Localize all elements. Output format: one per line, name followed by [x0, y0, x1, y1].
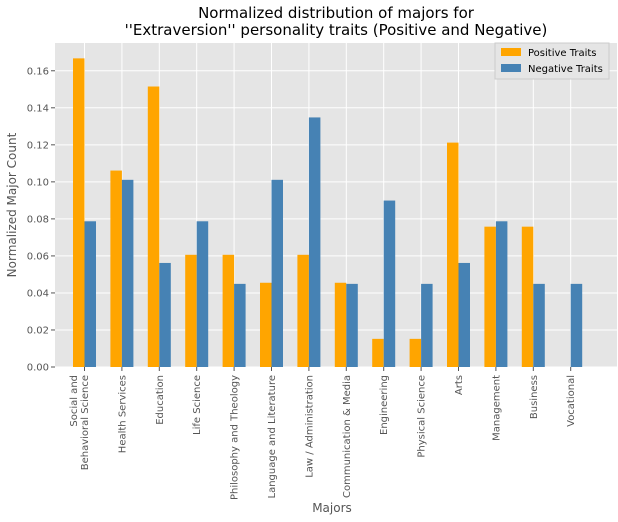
bar-negative — [346, 283, 358, 367]
chart-title-line-1: Normalized distribution of majors for — [198, 4, 475, 22]
bar-positive — [185, 254, 197, 367]
x-tick-label: Language and Literature — [267, 375, 278, 499]
bar-negative — [308, 117, 321, 367]
bar-positive — [260, 282, 272, 367]
bar-positive — [521, 226, 534, 367]
bar-negative — [196, 221, 209, 367]
bar-negative — [458, 262, 470, 367]
bar-negative — [421, 283, 433, 367]
x-tick-label: Physical Science — [417, 375, 428, 458]
bar-negative — [383, 200, 396, 367]
legend-label-negative: Negative Traits — [528, 64, 603, 75]
bar-positive — [334, 282, 347, 367]
bar-negative — [121, 179, 134, 367]
x-tick-label: Engineering — [379, 375, 390, 435]
bar-positive — [222, 254, 235, 367]
bar-positive — [147, 86, 160, 367]
y-tick-label: 0.12 — [27, 140, 49, 151]
y-tick-label: 0.08 — [27, 214, 49, 225]
y-tick-label: 0.14 — [27, 103, 49, 114]
y-tick-label: 0.02 — [27, 325, 49, 336]
bar-positive — [372, 338, 384, 367]
x-tick-label: Law / Administration — [304, 375, 315, 478]
y-axis-label: Normalized Major Count — [5, 132, 19, 277]
bar-negative — [159, 262, 171, 367]
bar-negative — [570, 283, 583, 367]
bar-negative — [495, 221, 508, 367]
legend-swatch-negative — [501, 64, 521, 72]
chart-title-line-2: ''Extraversion'' personality traits (Pos… — [125, 21, 548, 39]
legend: Positive Traits Negative Traits — [494, 42, 610, 80]
x-tick-label: Education — [155, 375, 166, 425]
bar-positive — [484, 226, 496, 367]
x-axis-label: Majors — [312, 501, 352, 515]
bar-positive — [409, 338, 422, 367]
y-axis-ticks: 0.00 0.02 0.04 0.06 0.08 0.10 0.12 0.14 0.16 — [27, 66, 55, 374]
x-tick-label: Arts — [454, 375, 465, 395]
bar-negative — [84, 221, 96, 367]
y-tick-label: 0.16 — [27, 66, 49, 77]
x-tick-label: Management — [491, 375, 502, 441]
bar-negative — [234, 283, 246, 367]
x-axis-ticks: Social andBehavioral Science Health Servi… — [69, 367, 577, 500]
bar-positive — [447, 142, 459, 367]
x-tick-label: Vocational — [566, 375, 577, 427]
x-tick-label: Communication & Media — [342, 375, 353, 498]
bar-positive — [297, 254, 309, 367]
y-tick-label: 0.06 — [27, 251, 49, 262]
bars — [73, 58, 583, 368]
x-tick-label: Health Services — [117, 375, 128, 453]
y-tick-label: 0.00 — [27, 363, 49, 374]
bar-positive — [110, 170, 122, 367]
legend-label-positive: Positive Traits — [528, 48, 597, 59]
x-tick-label: Philosophy and Theology — [230, 375, 241, 500]
x-tick-label: Life Science — [192, 375, 203, 435]
bar-negative — [533, 283, 545, 367]
y-tick-label: 0.04 — [27, 288, 49, 299]
bar-positive — [73, 58, 85, 368]
x-tick-label: Business — [529, 375, 540, 419]
x-tick-label: Social andBehavioral Science — [69, 375, 91, 470]
bar-negative — [271, 179, 283, 367]
legend-swatch-positive — [501, 48, 521, 56]
y-tick-label: 0.10 — [27, 177, 49, 188]
